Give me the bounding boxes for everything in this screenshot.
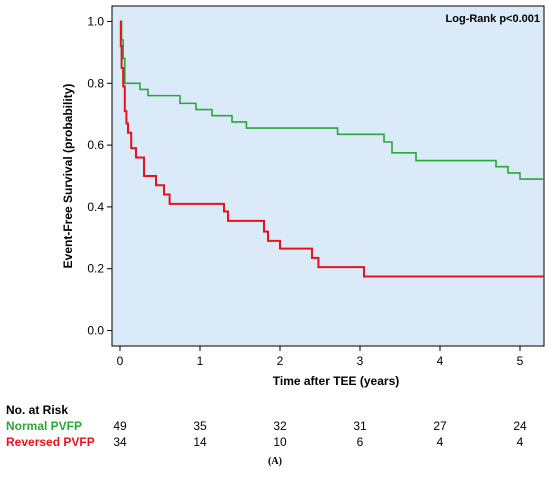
logrank-annotation: Log-Rank p<0.001 (446, 13, 540, 25)
x-axis: 0 1 2 3 4 5 (117, 346, 524, 368)
y-tick-label: 0.4 (87, 200, 104, 214)
risk-row-normal: Normal PVFP 49 35 32 31 27 24 (0, 419, 550, 435)
reversed-pvfp-curve (119, 20, 544, 278)
risk-table-header: No. at Risk (0, 403, 550, 419)
x-tick-label: 0 (117, 354, 124, 368)
x-tick-label: 1 (197, 354, 204, 368)
survival-curves (119, 20, 544, 278)
risk-row-label: Normal PVFP (6, 419, 83, 433)
plot-area (111, 5, 545, 347)
risk-value: 35 (193, 419, 207, 433)
risk-value: 4 (436, 435, 444, 449)
y-tick-label: 0.8 (87, 76, 104, 90)
y-axis-title: Event-Free Survival (probability) (61, 84, 75, 269)
risk-row-label: Reversed PVFP (6, 435, 95, 449)
x-tick-label: 2 (277, 354, 284, 368)
y-tick-label: 1.0 (87, 14, 104, 28)
x-axis-title: Time after TEE (years) (273, 374, 400, 388)
y-tick-label: 0.2 (87, 262, 104, 276)
risk-table-title: No. at Risk (6, 403, 69, 417)
x-tick-label: 3 (357, 354, 364, 368)
risk-value: 24 (513, 419, 527, 433)
risk-value: 10 (273, 435, 287, 449)
risk-value: 27 (433, 419, 447, 433)
x-tick-label: 5 (517, 354, 524, 368)
x-tick-label: 4 (437, 354, 444, 368)
risk-value: 4 (516, 435, 524, 449)
risk-value: 32 (273, 419, 287, 433)
risk-value: 31 (353, 419, 367, 433)
risk-value: 49 (113, 419, 127, 433)
risk-value: 34 (113, 435, 127, 449)
risk-row-reversed: Reversed PVFP 34 14 10 6 4 4 (0, 435, 550, 451)
y-axis: 0.0 0.2 0.4 0.6 0.8 1.0 (87, 14, 112, 338)
y-tick-label: 0.0 (87, 324, 104, 338)
figure-caption: (A) (268, 456, 282, 467)
risk-value: 6 (356, 435, 364, 449)
normal-pvfp-curve (120, 20, 544, 180)
risk-value: 14 (193, 435, 207, 449)
y-tick-label: 0.6 (87, 138, 104, 152)
